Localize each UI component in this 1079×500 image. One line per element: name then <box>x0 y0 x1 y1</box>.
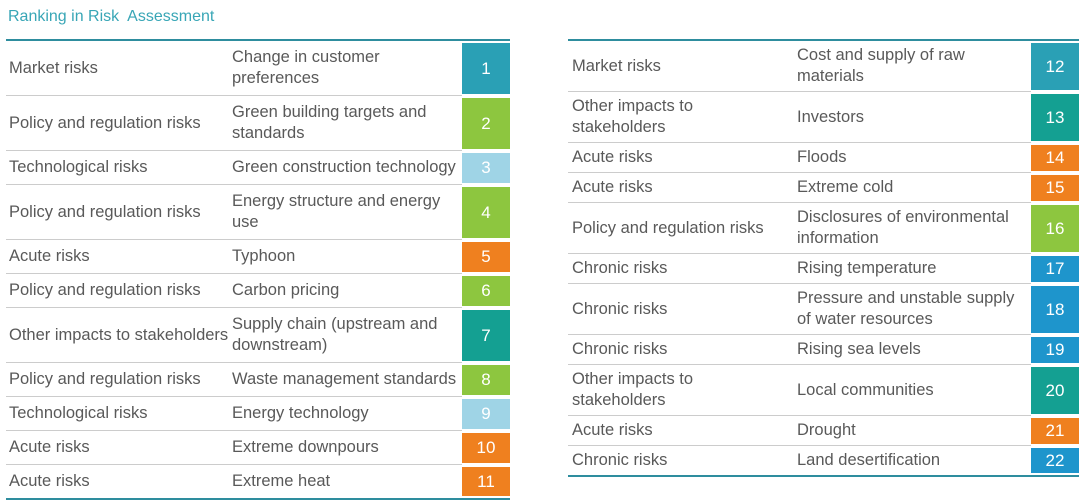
risk-description-label: Rising sea levels <box>797 335 1031 365</box>
tables-container: Market risks Change in customer preferen… <box>6 39 1079 500</box>
risk-description-label: Cost and supply of raw materials <box>797 41 1031 92</box>
table-row: Other impacts to stakeholders Investors … <box>568 92 1079 143</box>
rank-badge: 18 <box>1031 286 1079 333</box>
rank-badge: 1 <box>462 43 510 94</box>
table-row: Policy and regulation risks Disclosures … <box>568 203 1079 254</box>
risk-description-label: Local communities <box>797 365 1031 416</box>
rank-badge: 22 <box>1031 448 1079 473</box>
rank-badge: 13 <box>1031 94 1079 141</box>
table-row: Policy and regulation risks Green buildi… <box>6 96 510 151</box>
risk-description-label: Change in customer preferences <box>232 41 462 96</box>
rank-badge: 12 <box>1031 43 1079 90</box>
table-row: Acute risks Extreme cold 15 <box>568 173 1079 203</box>
rank-badge: 10 <box>462 433 510 463</box>
risk-category-label: Chronic risks <box>572 451 668 469</box>
risk-category-label: Other impacts to stakeholders <box>6 308 232 363</box>
risk-description-label: Energy structure and energy use <box>232 185 462 240</box>
rank-badge: 19 <box>1031 337 1079 363</box>
rank-badge: 3 <box>462 153 510 183</box>
table-row: Technological risks Energy technology 9 <box>6 397 510 431</box>
risk-description-label: Green building targets and standards <box>232 96 462 151</box>
risk-description-label: Typhoon <box>232 240 462 274</box>
rank-badge: 16 <box>1031 205 1079 252</box>
rank-badge: 7 <box>462 310 510 361</box>
table-row: Chronic risks Rising sea levels 19 <box>568 335 1079 365</box>
risk-category-label: Policy and regulation risks <box>6 274 232 308</box>
rank-badge: 11 <box>462 467 510 496</box>
table-row: Acute risks Typhoon 5 <box>6 240 510 274</box>
rank-badge: 5 <box>462 242 510 272</box>
table-row: Policy and regulation risks Carbon prici… <box>6 274 510 308</box>
risk-description-label: Carbon pricing <box>232 274 462 308</box>
rank-badge: 21 <box>1031 418 1079 444</box>
rank-badge: 9 <box>462 399 510 429</box>
table-row: Technological risks Green construction t… <box>6 151 510 185</box>
risk-table-right: Market risks Cost and supply of raw mate… <box>568 39 1079 477</box>
risk-description-label: Disclosures of environmental information <box>797 203 1031 254</box>
risk-category-label: Policy and regulation risks <box>6 363 232 397</box>
table-row: Acute risks Drought 21 <box>568 416 1079 446</box>
risk-category-label: Chronic risks <box>568 284 797 335</box>
risk-description-label: Rising temperature <box>797 254 1031 284</box>
risk-description-label: Floods <box>797 143 1031 173</box>
risk-category-label: Policy and regulation risks <box>6 96 232 151</box>
risk-category-label: Acute risks <box>568 416 797 446</box>
rank-badge: 6 <box>462 276 510 306</box>
table-row: Chronic risks Rising temperature 17 <box>568 254 1079 284</box>
rank-badge: 14 <box>1031 145 1079 171</box>
risk-description-label: Extreme downpours <box>232 431 462 465</box>
table-row: Policy and regulation risks Waste manage… <box>6 363 510 397</box>
risk-description-label: Extreme heat <box>232 472 331 490</box>
risk-category-label: Technological risks <box>6 397 232 431</box>
rank-badge: 4 <box>462 187 510 238</box>
risk-category-label: Acute risks <box>6 240 232 274</box>
risk-category-label: Market risks <box>6 41 232 96</box>
risk-description-label: Pressure and unstable supply of water re… <box>797 284 1031 335</box>
table-row: Chronic risks Land desertification 22 <box>568 446 1079 475</box>
rank-badge: 15 <box>1031 175 1079 201</box>
risk-category-label: Market risks <box>568 41 797 92</box>
risk-description-label: Investors <box>797 92 1031 143</box>
risk-description-label: Drought <box>797 416 1031 446</box>
table-row: Market risks Change in customer preferen… <box>6 41 510 96</box>
risk-description-label: Land desertification <box>797 451 941 469</box>
table-row: Market risks Cost and supply of raw mate… <box>568 41 1079 92</box>
risk-category-label: Policy and regulation risks <box>6 185 232 240</box>
risk-table-left: Market risks Change in customer preferen… <box>6 39 510 500</box>
risk-category-label: Acute risks <box>9 472 90 490</box>
risk-category-label: Acute risks <box>6 431 232 465</box>
risk-description-label: Extreme cold <box>797 173 1031 203</box>
table-row: Other impacts to stakeholders Supply cha… <box>6 308 510 363</box>
risk-category-label: Policy and regulation risks <box>568 203 797 254</box>
table-row: Acute risks Extreme downpours 10 <box>6 431 510 465</box>
risk-category-label: Other impacts to stakeholders <box>568 92 797 143</box>
risk-description-label: Supply chain (upstream and downstream) <box>232 308 462 363</box>
risk-category-label: Acute risks <box>568 173 797 203</box>
risk-category-label: Other impacts to stakeholders <box>568 365 797 416</box>
table-row: Policy and regulation risks Energy struc… <box>6 185 510 240</box>
risk-category-label: Acute risks <box>568 143 797 173</box>
risk-description-label: Green construction technology <box>232 151 462 185</box>
rank-badge: 17 <box>1031 256 1079 282</box>
rank-badge: 2 <box>462 98 510 149</box>
table-row: Other impacts to stakeholders Local comm… <box>568 365 1079 416</box>
table-row: Chronic risks Pressure and unstable supp… <box>568 284 1079 335</box>
table-row: Acute risks Floods 14 <box>568 143 1079 173</box>
rank-badge: 8 <box>462 365 510 395</box>
risk-category-label: Chronic risks <box>568 335 797 365</box>
page-title: Ranking in Risk Assessment <box>8 8 215 25</box>
table-row: Acute risks Extreme heat 11 <box>6 465 510 498</box>
risk-description-label: Waste management standards <box>232 363 462 397</box>
risk-description-label: Energy technology <box>232 397 462 431</box>
risk-category-label: Chronic risks <box>568 254 797 284</box>
rank-badge: 20 <box>1031 367 1079 414</box>
risk-category-label: Technological risks <box>6 151 232 185</box>
